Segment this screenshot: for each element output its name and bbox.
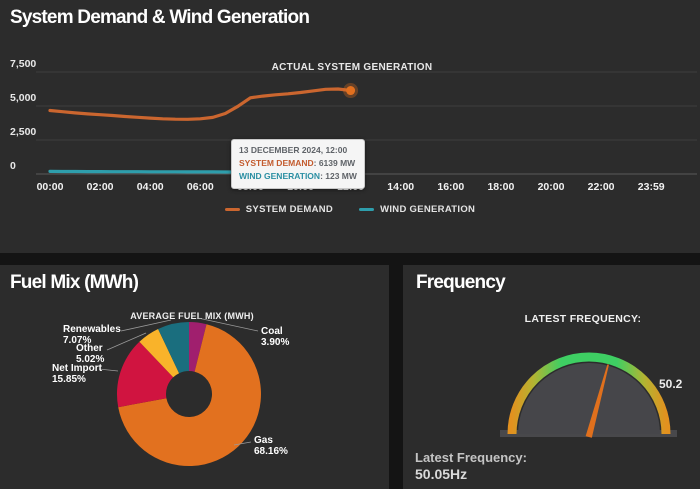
- pie-connector-lines: [98, 317, 259, 446]
- tooltip-wind-value: 123 MW: [325, 171, 357, 182]
- tooltip-date: 13 DECEMBER 2024, 12:00: [239, 145, 348, 155]
- tooltip-demand-label: SYSTEM DEMAND: [239, 158, 314, 169]
- frequency-panel: Frequency LATEST FREQUENCY: 50.2 Latest …: [403, 265, 700, 489]
- tooltip-demand-value: 6139 MW: [318, 158, 356, 169]
- x-axis-label: 18:00: [487, 181, 514, 193]
- x-axis-label: 06:00: [187, 181, 214, 193]
- legend-label-system-demand: SYSTEM DEMAND: [245, 204, 334, 215]
- legend-item-wind-generation[interactable]: WIND GENERATION: [359, 204, 475, 215]
- x-axis-label: 04:00: [137, 181, 164, 193]
- x-axis-label: 16:00: [437, 181, 464, 193]
- chart-legend: SYSTEM DEMAND WIND GENERATION: [0, 204, 700, 215]
- latest-frequency-header: LATEST FREQUENCY:: [524, 313, 642, 325]
- pie-chart-title: AVERAGE FUEL MIX (MWH): [130, 311, 254, 321]
- system-demand-line: [48, 87, 353, 121]
- pie-label-renewables: Renewables 7.07%: [63, 324, 121, 346]
- pie-slice-coal[interactable]: [189, 322, 207, 372]
- wind-generation-swatch-icon: [359, 207, 375, 212]
- system-demand-panel: System Demand & Wind Generation 0 2,500 5,…: [0, 0, 700, 253]
- x-axis-label: 20:00: [538, 181, 565, 193]
- demand-wind-line-chart[interactable]: 02,5005,0007,50000:0002:0004:0006:0008:0…: [0, 0, 700, 253]
- latest-frequency-label: Latest Frequency:: [415, 450, 527, 465]
- pie-label-net-import: Net Import 15.85%: [52, 363, 102, 385]
- gauge-needle: [585, 364, 609, 438]
- system-demand-swatch-icon: [224, 207, 240, 212]
- pie-slice-gas[interactable]: [118, 324, 261, 467]
- fuel-panel-title: Fuel Mix (MWh): [10, 272, 139, 293]
- tooltip-wind-row: WIND GENERATION: 123 MW: [239, 171, 357, 182]
- y-axis-label: 5,000: [10, 92, 36, 104]
- pie-slice-renewables[interactable]: [158, 322, 189, 374]
- x-axis-label: 00:00: [37, 181, 64, 193]
- x-axis-label: 22:00: [588, 181, 615, 193]
- series-annotation: ACTUAL SYSTEM GENERATION: [272, 62, 433, 73]
- legend-label-wind-generation: WIND GENERATION: [380, 204, 476, 215]
- x-axis-label: 14:00: [387, 181, 414, 193]
- demand-panel-title: System Demand & Wind Generation: [10, 7, 310, 28]
- pie-slice-other[interactable]: [139, 329, 180, 378]
- pie-slice-net-import[interactable]: [116, 341, 174, 408]
- fuel-mix-pie-chart[interactable]: [0, 265, 389, 489]
- system-demand-marker[interactable]: [346, 86, 356, 96]
- tooltip-demand-row: SYSTEM DEMAND: 6139 MW: [239, 158, 356, 169]
- pie-label-gas: Gas 68.16%: [254, 435, 288, 457]
- y-axis-label: 0: [10, 160, 16, 172]
- frequency-gauge[interactable]: [403, 265, 700, 489]
- gauge-max-tick-label: 50.2: [659, 377, 683, 391]
- legend-item-system-demand[interactable]: SYSTEM DEMAND: [224, 204, 334, 215]
- gauge-face: [518, 363, 660, 434]
- pie-label-coal: Coal 3.90%: [261, 326, 290, 348]
- tooltip-wind-label: WIND GENERATION: [239, 171, 321, 182]
- gauge-arc: [507, 352, 671, 435]
- pie-label-other: Other 5.02%: [76, 343, 105, 365]
- latest-frequency-value: 50.05Hz: [415, 466, 468, 482]
- frequency-panel-title: Frequency: [416, 272, 506, 293]
- y-axis-label: 7,500: [10, 58, 36, 70]
- x-axis-label: 23:59: [638, 181, 665, 193]
- chart-tooltip: 13 DECEMBER 2024, 12:00 SYSTEM DEMAND: 6…: [231, 139, 365, 189]
- fuel-mix-panel: Fuel Mix (MWh) AVERAGE FUEL MIX (MWH) Re…: [0, 265, 389, 489]
- x-axis-label: 02:00: [87, 181, 114, 193]
- y-axis-label: 2,500: [10, 126, 36, 138]
